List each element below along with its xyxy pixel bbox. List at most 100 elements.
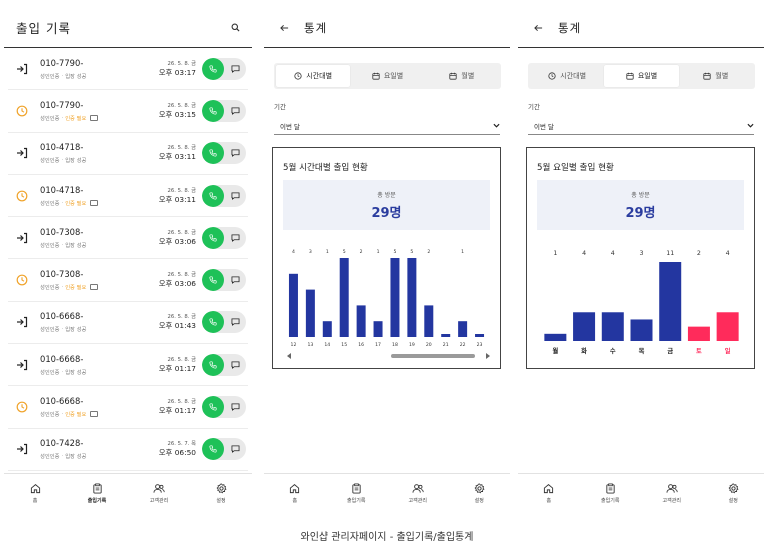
call-button[interactable] [202,396,224,419]
record-time: 오후 03:15 [158,109,196,119]
tab-weekday[interactable]: 요일별 [350,65,424,87]
tab-hourly[interactable]: 시간대별 [276,65,351,87]
nav-label: 홈 [292,498,298,504]
message-button[interactable] [224,311,246,333]
nav-item-clipboard[interactable]: 출입기록 [326,474,388,513]
nav-item-home[interactable]: 홈 [4,474,66,513]
message-button[interactable] [224,100,246,122]
call-button[interactable] [202,311,224,334]
record-info: 010-7428- 성인인증 · 입장 성공 [40,438,140,460]
record-row[interactable]: 010-7308- 성인인증 · 인증 필요 26. 5. 8. 금 오후 03:06 [8,259,248,302]
entry-icon [10,353,34,377]
call-button[interactable] [202,353,224,376]
call-button[interactable] [202,226,224,249]
record-row[interactable]: 010-4718- 성인인증 · 인증 필요 26. 5. 8. 금 오후 03:11 [8,175,248,218]
record-row[interactable]: 010-7308- 성인인증 · 입장 성공 26. 5. 8. 금 오후 03:06 [8,217,248,260]
gear-icon [728,483,739,494]
call-button[interactable] [202,269,224,292]
record-date: 26. 5. 8. 금 [167,272,196,279]
back-arrow-icon[interactable] [278,22,290,34]
call-button[interactable] [202,184,224,207]
message-button[interactable] [224,227,246,249]
period-select[interactable]: 이번 달 [528,117,754,135]
bar-value-label: 4 [582,250,586,257]
record-row[interactable]: 010-7790- 성인인증 · 입장 성공 26. 5. 8. 금 오후 03:17 [8,48,248,91]
record-row[interactable]: 010-7790- 성인인증 · 인증 필요 26. 5. 8. 금 오후 03:15 [8,90,248,133]
record-timestamp: 26. 5. 8. 금 오후 03:06 [159,271,196,289]
call-button[interactable] [202,438,224,461]
auth-type: 성인인증 [40,73,60,80]
message-button[interactable] [224,58,246,80]
period-select[interactable]: 이번 달 [274,117,500,135]
x-tick-label: 18 [392,342,398,348]
nav-item-gear[interactable]: 설정 [190,474,252,513]
calendar-icon [372,72,380,80]
tab-weekday[interactable]: 요일별 [604,65,679,87]
nav-item-clipboard[interactable]: 출입기록 [66,474,128,513]
x-tick-label: 21 [443,342,449,348]
auth-type: 성인인증 [40,285,60,292]
nav-item-gear[interactable]: 설정 [703,474,765,513]
record-date: 26. 5. 8. 금 [167,229,196,236]
separator: · [61,453,64,460]
record-phone: 010-7308- [40,226,84,237]
record-row[interactable]: 010-6668- 성인인증 · 인증 필요 26. 5. 8. 금 오후 01:17 [8,386,248,429]
nav-item-gear[interactable]: 설정 [449,474,511,513]
tab-monthly[interactable]: 월별 [425,65,499,87]
nav-item-users[interactable]: 고객관리 [387,474,449,513]
nav-item-home[interactable]: 홈 [518,474,580,513]
separator: · [61,284,64,291]
bar-value-label: 5 [410,249,413,255]
back-arrow-icon[interactable] [532,22,544,34]
record-status: 인증 필요 [65,285,87,292]
record-phone: 010-6668- [40,396,84,407]
message-button[interactable] [224,142,246,164]
bar [687,326,710,341]
record-row[interactable]: 010-4718- 성인인증 · 입장 성공 26. 5. 8. 금 오후 03:11 [8,133,248,175]
bar [573,312,596,341]
nav-item-clipboard[interactable]: 출입기록 [580,474,642,513]
record-info: 010-4718- 성인인증 · 입장 성공 [40,142,140,164]
message-button[interactable] [224,354,246,376]
period-label: 기간 [528,103,540,111]
nav-label: 고객관리 [149,498,169,504]
entry-icon [10,226,34,250]
page-title: 통계 [304,20,328,35]
chart-scrollbar[interactable] [287,352,490,360]
record-status: 입장 성공 [65,327,87,334]
record-status-line: 성인인증 · 입장 성공 [40,241,140,249]
tab-hourly[interactable]: 시간대별 [530,65,604,87]
search-icon[interactable] [228,21,242,35]
call-button[interactable] [202,142,224,165]
pending-clock-icon [10,395,34,419]
nav-item-users[interactable]: 고객관리 [641,474,703,513]
record-status: 입장 성공 [65,454,87,461]
auth-type: 성인인증 [40,200,60,207]
call-button[interactable] [202,57,224,80]
x-tick-label: 20 [426,342,432,348]
record-date: 26. 5. 8. 금 [167,399,196,406]
scroll-right-icon [486,353,490,359]
record-row[interactable]: 010-6668- 성인인증 · 입장 성공 26. 5. 8. 금 오후 01:43 [8,302,248,345]
nav-item-users[interactable]: 고객관리 [128,474,190,513]
call-button[interactable] [202,99,224,122]
chart-title: 5월 시간대별 출입 현황 [283,163,368,173]
record-status-line: 성인인증 · 입장 성공 [40,325,140,333]
record-status-line: 성인인증 · 입장 성공 [40,368,140,376]
gear-icon [216,483,227,494]
message-button[interactable] [224,396,246,418]
bar [441,334,451,337]
tab-monthly[interactable]: 월별 [679,65,753,87]
x-tick-label: 22 [460,342,466,348]
message-button[interactable] [224,269,246,291]
record-row[interactable]: 010-6668- 성인인증 · 입장 성공 26. 5. 8. 금 오후 01:17 [8,344,248,387]
record-row[interactable]: 010-7428- 성인인증 · 입장 성공 26. 5. 7. 목 오후 06:50 [8,429,248,471]
entry-icon [10,310,34,334]
nav-label: 고객관리 [662,498,681,504]
nav-item-home[interactable]: 홈 [264,474,326,513]
record-timestamp: 26. 5. 8. 금 오후 03:11 [159,144,196,162]
message-button[interactable] [224,438,246,460]
message-button[interactable] [224,185,246,207]
period-label: 기간 [274,103,286,111]
bar-value-label: 3 [639,250,643,257]
